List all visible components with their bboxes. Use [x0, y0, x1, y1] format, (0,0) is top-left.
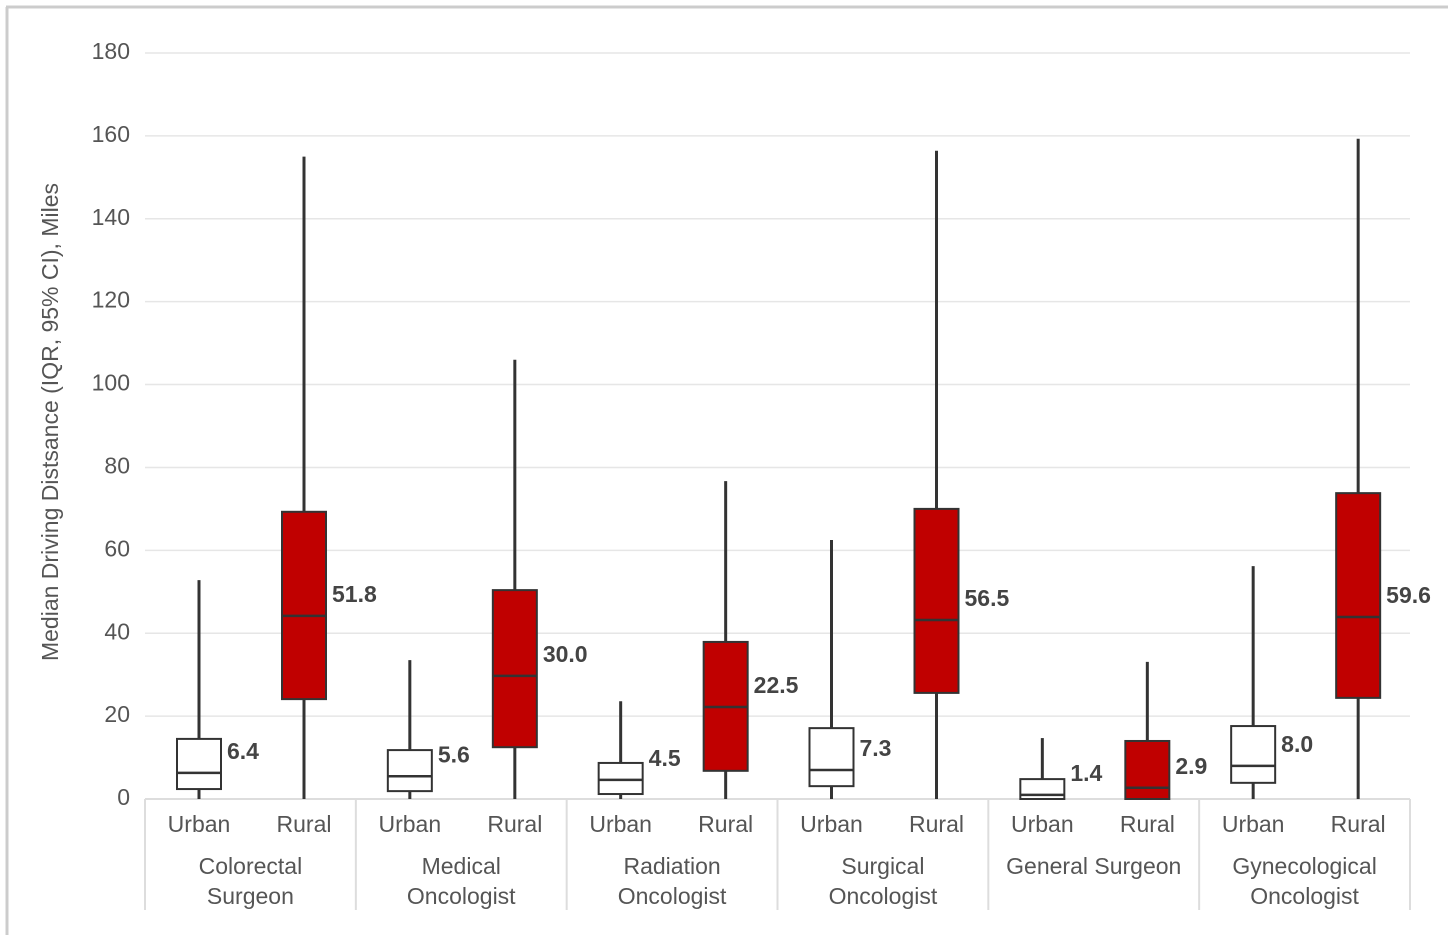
- box: [386, 749, 433, 793]
- series-label: Rural: [1120, 811, 1175, 837]
- y-tick-label: 80: [104, 453, 130, 479]
- box: [1335, 492, 1382, 699]
- y-tick-label: 140: [92, 204, 130, 230]
- value-label: 51.8: [332, 581, 377, 607]
- series-label: Urban: [589, 811, 652, 837]
- series-label: Urban: [800, 811, 863, 837]
- series-label: Urban: [1222, 811, 1285, 837]
- category-label: Gynecological: [1232, 853, 1376, 879]
- category-label: Medical: [422, 853, 501, 879]
- y-tick-label: 0: [117, 784, 130, 810]
- category-label: Oncologist: [1250, 883, 1359, 909]
- value-label: 5.6: [438, 741, 470, 767]
- box: [1230, 725, 1277, 784]
- value-label: 22.5: [754, 672, 799, 698]
- box: [913, 507, 960, 694]
- category-label: Radiation: [623, 853, 720, 879]
- value-label: 7.3: [860, 735, 892, 761]
- y-tick-label: 160: [92, 121, 130, 147]
- y-tick-label: 100: [92, 370, 130, 396]
- box: [281, 510, 327, 701]
- box: [1124, 739, 1171, 801]
- value-label: 1.4: [1070, 760, 1102, 786]
- y-tick-label: 180: [92, 38, 130, 64]
- series-label: Rural: [698, 811, 753, 837]
- series-label: Rural: [1331, 811, 1386, 837]
- series-label: Urban: [168, 811, 231, 837]
- category-label: Oncologist: [829, 883, 938, 909]
- y-axis-title: Median Driving Distsance (IQR, 95% CI), …: [37, 183, 63, 661]
- series-label: Rural: [909, 811, 964, 837]
- value-label: 8.0: [1281, 731, 1313, 757]
- series-label: Rural: [487, 811, 542, 837]
- category-label: Oncologist: [618, 883, 727, 909]
- category-label: Surgeon: [207, 883, 294, 909]
- value-label: 30.0: [543, 641, 588, 667]
- category-label: Oncologist: [407, 883, 516, 909]
- category-label: General Surgeon: [1006, 853, 1181, 879]
- value-label: 4.5: [649, 745, 681, 771]
- category-label: Surgical: [841, 853, 924, 879]
- series-label: Rural: [277, 811, 332, 837]
- y-tick-label: 40: [104, 618, 130, 644]
- box: [176, 737, 222, 791]
- category-label: Colorectal: [199, 853, 303, 879]
- value-label: 6.4: [227, 738, 259, 764]
- y-tick-label: 20: [104, 701, 130, 727]
- series-label: Urban: [1011, 811, 1074, 837]
- box: [808, 727, 855, 788]
- y-tick-label: 60: [104, 535, 130, 561]
- value-label: 59.6: [1386, 582, 1431, 608]
- series-label: Urban: [379, 811, 442, 837]
- box: [491, 589, 538, 749]
- box: [597, 761, 644, 796]
- y-tick-label: 120: [92, 287, 130, 313]
- value-label: 56.5: [965, 585, 1010, 611]
- value-label: 2.9: [1175, 753, 1207, 779]
